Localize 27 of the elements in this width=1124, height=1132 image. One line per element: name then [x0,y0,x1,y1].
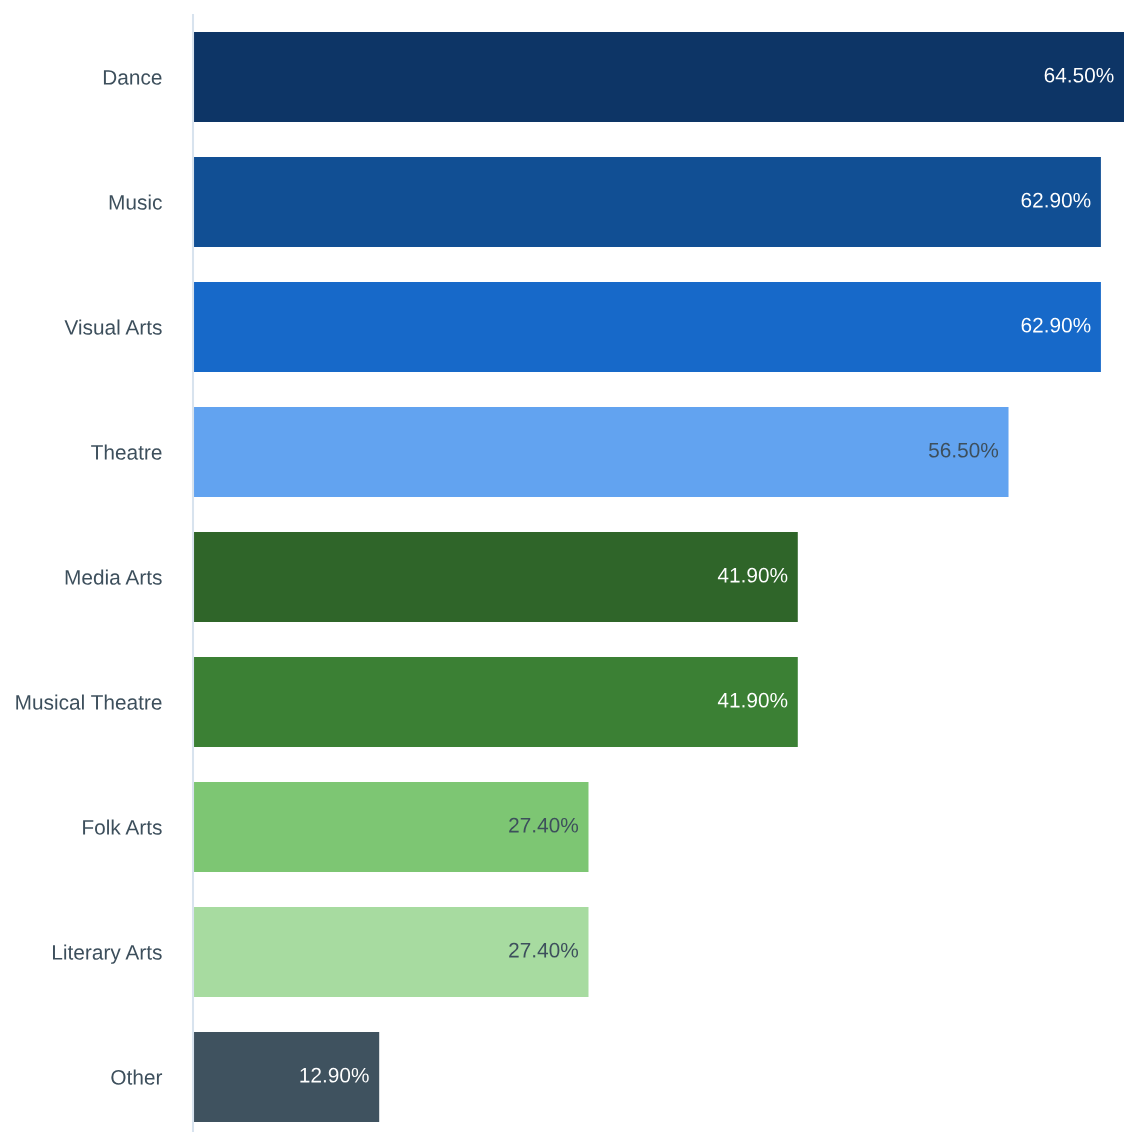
y-tick-label: Other [111,1069,163,1085]
data-label: 62.90% [1021,192,1091,208]
y-tick-label: Literary Arts [53,944,162,964]
bar [193,407,1009,497]
data-label: 62.90% [1021,317,1091,333]
y-tick-label: Folk Arts [83,819,162,835]
bar [193,157,1101,247]
bar [193,532,798,622]
data-label: 41.90% [717,567,788,583]
y-tick-label: Music [109,194,162,210]
bar [193,32,1124,122]
y-tick-label: Media Arts [65,569,162,585]
bar [193,1032,380,1122]
bar [193,282,1101,372]
data-label: 27.40% [509,817,579,833]
data-label: 12.90% [300,1067,369,1083]
bar [193,907,589,997]
bar [193,657,798,747]
bar [193,782,589,872]
y-tick-label: Musical Theatre [16,694,162,710]
data-label: 27.40% [509,942,579,958]
data-label: 56.50% [928,442,999,458]
data-label: 64.50% [1044,67,1114,83]
y-tick-label: Dance [103,70,162,85]
y-tick-label: Visual Arts [64,319,162,335]
y-tick-label: Theatre [91,444,162,460]
data-label: 41.90% [717,692,788,708]
